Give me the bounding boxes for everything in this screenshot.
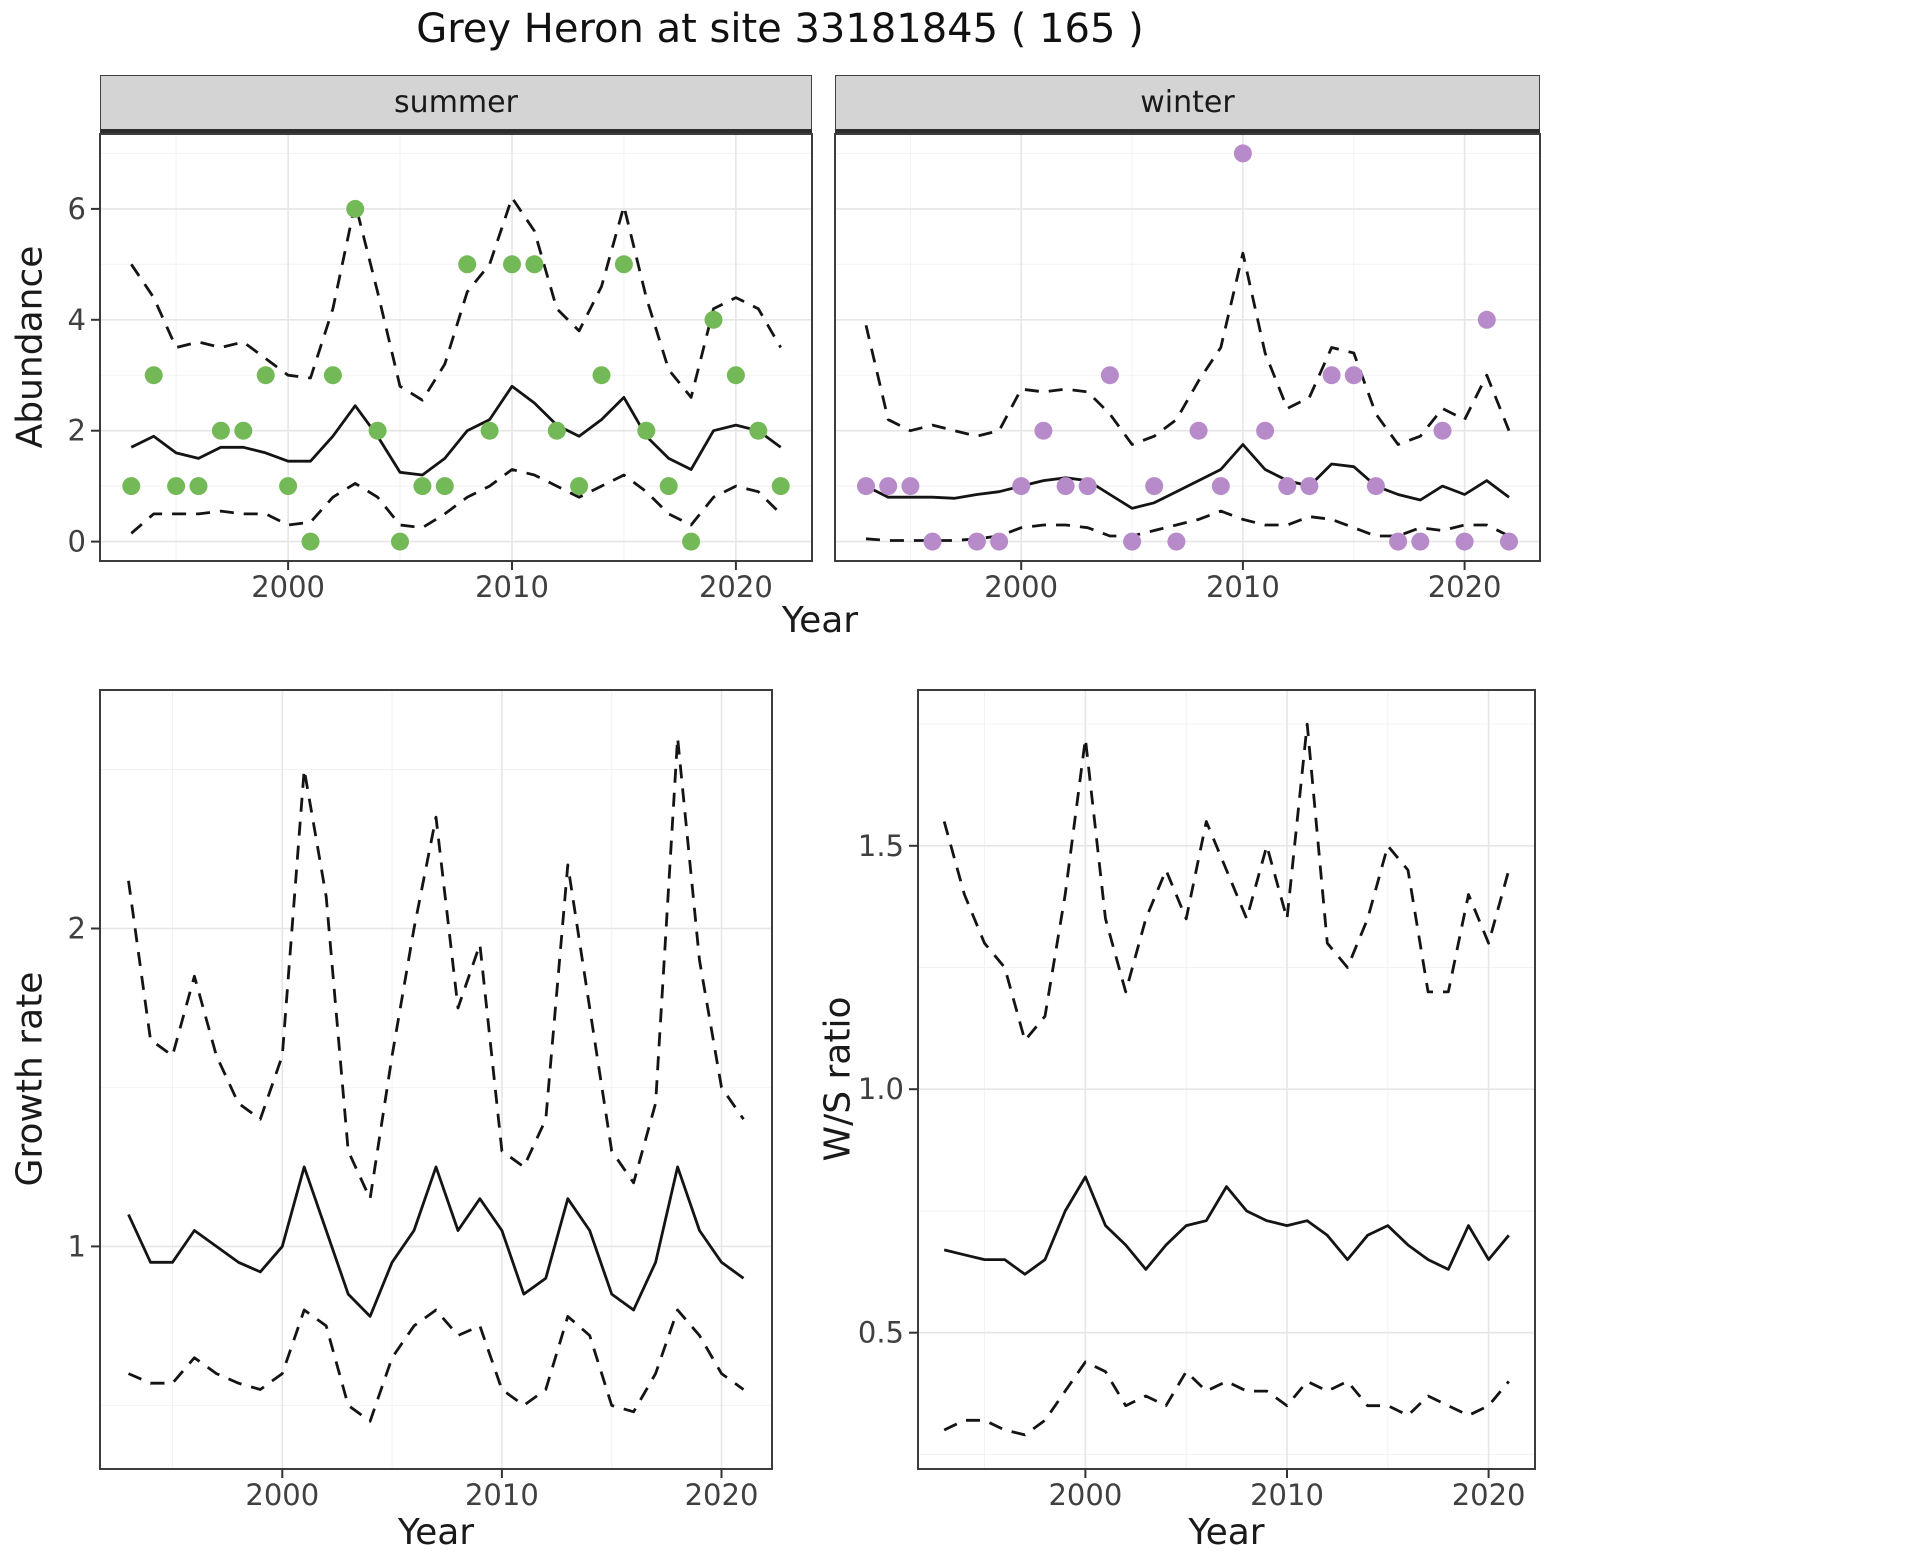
chart-title: Grey Heron at site 33181845 ( 165 ) [416,6,1144,52]
svg-text:2010: 2010 [1250,1478,1324,1512]
svg-text:2000: 2000 [1048,1478,1122,1512]
svg-text:1: 1 [68,1229,86,1263]
year-axis-label-growth: Year [397,1512,475,1553]
year-axis-label-ws: Year [1188,1512,1265,1553]
svg-text:2: 2 [68,414,86,448]
svg-text:2000: 2000 [251,570,325,604]
svg-text:0.5: 0.5 [858,1316,904,1350]
svg-text:2020: 2020 [685,1478,759,1512]
svg-text:2020: 2020 [1452,1478,1526,1512]
growth-rate-chart: 2000 2010 2020 1 2 [52,686,775,1518]
facet-label-summer: summer [100,75,812,133]
svg-text:0: 0 [68,525,86,559]
svg-text:2010: 2010 [475,570,549,604]
ws-ratio-chart: 2000 2010 2020 0.5 1.0 1.5 [856,686,1538,1518]
winter-abundance-chart: 2000 2010 2020 [827,133,1550,611]
summer-abundance-chart: 2000 2010 2020 0 2 4 6 [52,133,815,611]
svg-text:6: 6 [68,192,86,226]
svg-text:2020: 2020 [699,570,773,604]
facet-label-winter: winter [835,75,1540,133]
ws-ratio-axis-label: W/S ratio [817,996,859,1162]
year-axis-label-top: Year [781,600,859,641]
svg-text:1.5: 1.5 [858,829,904,863]
svg-text:1.0: 1.0 [858,1072,904,1106]
svg-text:2020: 2020 [1428,570,1502,604]
svg-text:4: 4 [68,303,86,337]
svg-text:2010: 2010 [465,1478,539,1512]
svg-text:2010: 2010 [1206,570,1280,604]
growth-rate-axis-label: Growth rate [9,971,51,1187]
svg-text:2: 2 [68,912,86,946]
abundance-axis-label: Abundance [9,245,51,449]
svg-text:2000: 2000 [245,1478,319,1512]
svg-text:2000: 2000 [984,570,1058,604]
